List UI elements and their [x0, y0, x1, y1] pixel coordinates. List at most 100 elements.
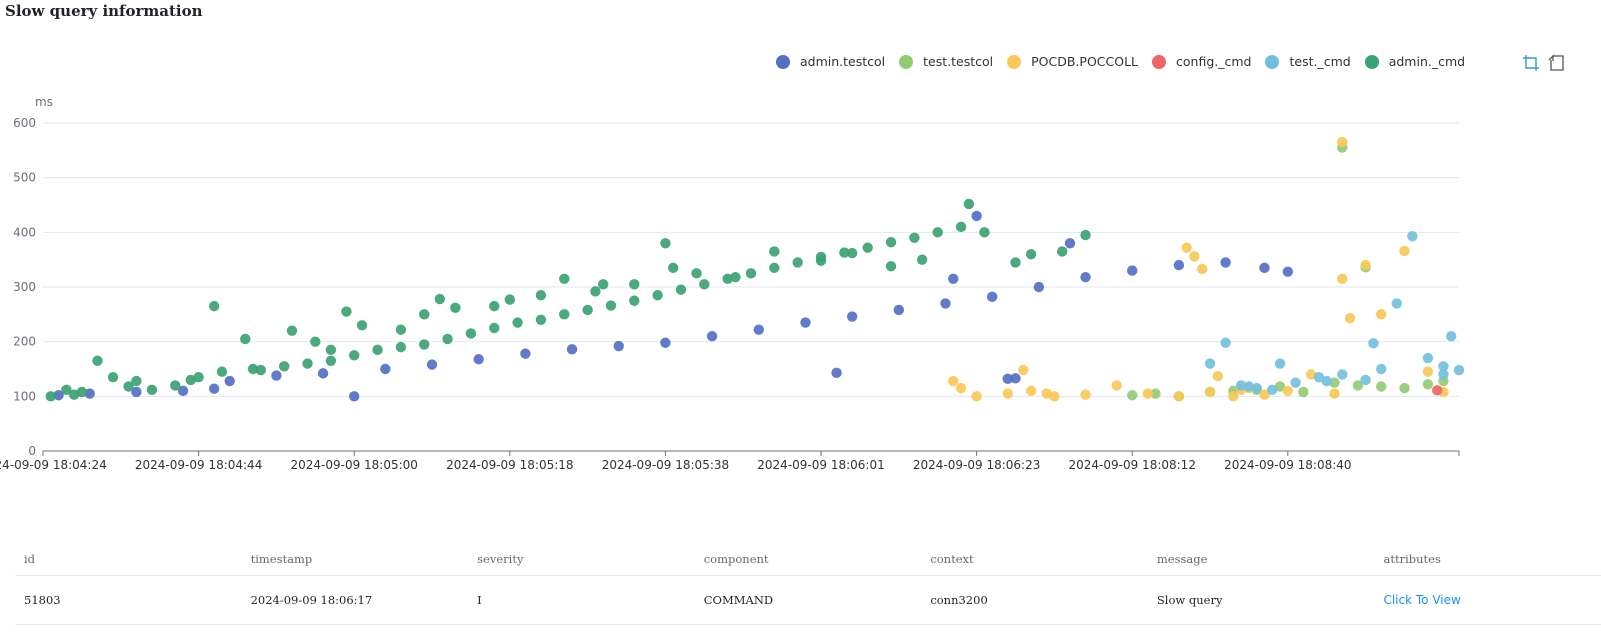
legend-dot-admin-testcol: [776, 54, 790, 69]
legend-dot-pocdb-poccoll: [1007, 54, 1022, 69]
data-point: [667, 262, 679, 274]
data-point: [691, 268, 702, 279]
data-point: [706, 331, 718, 342]
data-point: [559, 273, 570, 284]
data-point: [1329, 377, 1340, 388]
data-point: [535, 314, 547, 325]
legend-item-admin-testcol[interactable]: admin.testcol: [776, 54, 885, 69]
data-point: [986, 291, 998, 303]
data-point: [916, 254, 928, 265]
data-point: [1352, 380, 1364, 391]
legend-item-admin-cmd[interactable]: admin._cmd: [1364, 54, 1465, 69]
data-point: [1064, 238, 1076, 249]
data-point: [1204, 386, 1216, 398]
data-point: [1173, 259, 1185, 271]
column-header-severity: severity: [477, 552, 524, 566]
data-point: [465, 328, 477, 339]
data-point: [1204, 358, 1216, 369]
data-point: [660, 337, 671, 348]
data-point: [310, 336, 321, 347]
data-point: [1329, 388, 1340, 399]
data-point: [885, 261, 897, 272]
data-point: [395, 341, 407, 353]
data-point: [730, 271, 741, 283]
legend-dot-test-testcol: [899, 54, 914, 69]
x-tick-label: 2024-09-09 18:04:44: [135, 458, 262, 472]
data-point: [1142, 388, 1153, 399]
data-point: [325, 355, 337, 366]
data-point: [652, 290, 663, 301]
data-point: [450, 302, 461, 313]
legend-label: test.testcol: [923, 54, 994, 69]
data-point: [1399, 245, 1410, 257]
column-header-timestamp: timestamp: [250, 552, 313, 566]
data-point: [629, 279, 640, 290]
cell-context: conn3200: [930, 593, 988, 607]
data-point: [1453, 364, 1465, 376]
y-tick-label: 500: [13, 171, 36, 185]
data-point: [1251, 382, 1262, 394]
legend-item-config-cmd[interactable]: config._cmd: [1152, 54, 1251, 69]
data-point: [885, 236, 897, 248]
data-point: [971, 210, 982, 222]
click-to-view-link[interactable]: Click To View: [1383, 593, 1461, 607]
data-point: [1220, 257, 1231, 268]
y-tick-label: 200: [13, 335, 36, 349]
data-point: [1002, 388, 1013, 399]
data-point: [185, 374, 197, 386]
data-point: [1025, 249, 1037, 260]
data-point: [1337, 273, 1348, 284]
data-point: [590, 286, 601, 297]
data-point: [395, 324, 407, 335]
data-point: [426, 359, 438, 370]
column-header-context: context: [930, 552, 974, 566]
data-point: [520, 348, 531, 359]
data-point: [559, 309, 570, 320]
data-point: [489, 300, 500, 312]
data-point: [1274, 358, 1286, 369]
y-tick-label: 600: [13, 116, 36, 130]
data-point: [325, 344, 337, 356]
data-point: [1282, 266, 1294, 277]
table-row: 51803 2024-09-09 18:06:17 I COMMAND conn…: [15, 576, 1601, 625]
data-point: [224, 375, 235, 387]
data-point: [1033, 281, 1045, 293]
chart-legend: admin.testcol test.testcol POCDB.POCCOLL…: [776, 54, 1479, 69]
scatter-chart: ms 0 100 200 300 400 500 600 2024-09-09 18:04:24…: [0, 95, 1465, 472]
data-point: [1010, 373, 1021, 384]
data-point: [84, 388, 95, 399]
data-point: [1282, 385, 1294, 397]
data-zoom-icon[interactable]: [1522, 54, 1540, 72]
legend-item-test-testcol[interactable]: test.testcol: [899, 54, 993, 69]
data-point: [286, 325, 298, 336]
data-point: [979, 227, 990, 238]
data-point: [1438, 369, 1449, 380]
data-point: [271, 370, 282, 381]
cell-id: 51803: [24, 593, 61, 607]
data-point: [699, 279, 710, 290]
data-point: [597, 279, 609, 290]
legend-item-pocdb-poccoll[interactable]: POCDB.POCCOLL: [1007, 54, 1138, 69]
legend-item-test-cmd[interactable]: test._cmd: [1265, 54, 1351, 69]
data-point: [1212, 370, 1224, 382]
data-point: [1360, 374, 1371, 386]
y-axis-label: ms: [35, 95, 53, 109]
x-tick-label: 2024-09-09 18:05:00: [290, 458, 417, 472]
data-point: [792, 257, 803, 268]
x-tick-label: 2024-09-09 18:04:24: [0, 458, 107, 472]
data-point: [940, 298, 951, 309]
column-header-message: message: [1156, 552, 1208, 566]
restore-icon[interactable]: [1548, 54, 1566, 72]
data-point: [372, 344, 383, 356]
data-point: [909, 232, 920, 243]
legend-dot-admin-cmd: [1364, 54, 1379, 69]
data-point: [1173, 391, 1185, 402]
data-point: [146, 384, 158, 395]
data-point: [1399, 382, 1410, 394]
legend-dot-test-cmd: [1265, 54, 1280, 69]
data-point: [629, 295, 640, 306]
data-point: [473, 353, 484, 365]
cell-severity: I: [477, 593, 482, 607]
data-point: [1360, 259, 1371, 271]
data-point: [317, 368, 329, 379]
